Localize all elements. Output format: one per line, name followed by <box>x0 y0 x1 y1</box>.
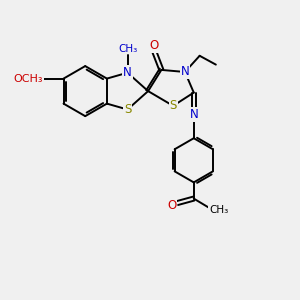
Text: CH₃: CH₃ <box>118 44 137 54</box>
Text: O: O <box>149 39 159 52</box>
Text: O: O <box>167 200 176 212</box>
Text: N: N <box>181 65 189 79</box>
Text: S: S <box>169 99 177 112</box>
Text: N: N <box>189 108 198 121</box>
Text: S: S <box>124 103 131 116</box>
Text: CH₃: CH₃ <box>209 206 228 215</box>
Text: OCH₃: OCH₃ <box>14 74 43 84</box>
Text: N: N <box>123 66 132 79</box>
